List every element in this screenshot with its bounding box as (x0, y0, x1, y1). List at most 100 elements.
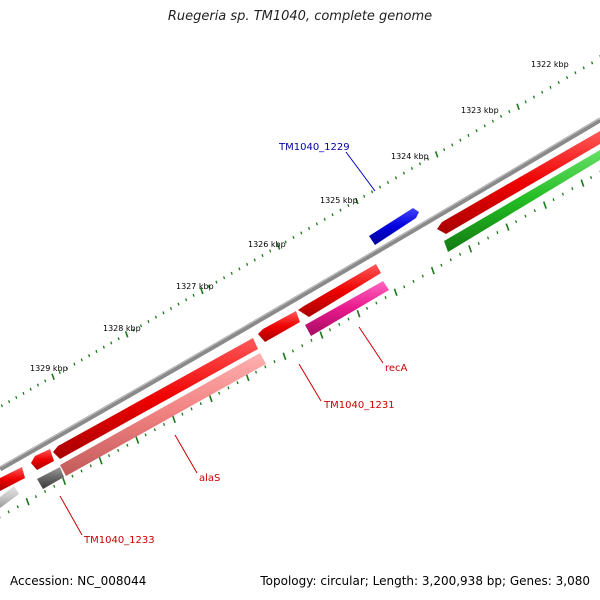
minor-tick (227, 386, 230, 390)
minor-tick (418, 162, 422, 166)
minor-tick (117, 448, 120, 452)
minor-tick (394, 176, 398, 180)
kbp-label-1327: 1327 kbp (176, 282, 214, 291)
minor-tick (449, 258, 452, 262)
minor-tick (589, 176, 593, 180)
minor-tick (533, 209, 536, 213)
minor-tick (264, 365, 267, 369)
major-tick (62, 477, 67, 486)
minor-tick (215, 280, 218, 284)
label-TM1040-1233: TM1040_1233 (83, 535, 155, 546)
minor-tick (412, 279, 415, 283)
accession-text: Accession: NC_008044 (10, 574, 147, 588)
minor-tick (238, 267, 241, 271)
minor-tick (88, 354, 91, 358)
minor-tick (371, 190, 374, 194)
minor-tick (486, 236, 490, 240)
minor-tick (162, 423, 166, 427)
minor-tick (300, 231, 303, 235)
kbp-label-1323: 1323 kbp (461, 106, 499, 115)
kbp-label-1324: 1324 kbp (391, 152, 429, 161)
minor-tick (181, 412, 184, 416)
major-tick (356, 309, 361, 318)
minor-tick (363, 194, 366, 198)
minor-tick (331, 213, 334, 217)
feature-light-gray-edge (0, 486, 19, 508)
minor-tick (269, 249, 272, 253)
minor-tick (153, 428, 156, 432)
minor-tick (254, 370, 258, 374)
label-recA: recA (385, 363, 408, 374)
minor-tick (126, 443, 129, 447)
label-alaS: alaS (199, 473, 220, 484)
minor-tick (402, 171, 406, 175)
minor-tick (80, 469, 83, 473)
inner-scale-ticks (0, 170, 600, 519)
minor-tick (571, 187, 574, 191)
minor-tick (524, 100, 527, 104)
minor-tick (73, 362, 76, 366)
major-tick (580, 179, 585, 187)
minor-tick (95, 349, 98, 353)
major-tick (245, 373, 250, 382)
major-tick (200, 287, 204, 295)
minor-tick (36, 383, 40, 387)
minor-tick (236, 381, 239, 385)
minor-tick (0, 404, 3, 408)
minor-tick (347, 204, 350, 208)
major-tick (355, 197, 359, 205)
major-tick (98, 456, 103, 465)
minor-tick (557, 80, 560, 85)
minor-tick (230, 271, 233, 275)
minor-tick (451, 143, 454, 147)
minor-tick (328, 328, 332, 332)
major-tick (430, 266, 435, 275)
minor-tick (483, 124, 486, 128)
kbp-label-1328: 1328 kbp (103, 324, 141, 333)
minor-tick (144, 433, 147, 437)
minor-tick (477, 241, 480, 245)
outer-scale-ticks (0, 55, 600, 408)
kbp-label-1325: 1325 kbp (320, 196, 358, 205)
kbp-label-1326: 1326 kbp (248, 240, 286, 249)
major-tick (516, 103, 520, 110)
leader-alaS (174, 434, 198, 474)
rna-feature-green (444, 150, 600, 252)
major-tick (505, 223, 510, 231)
minor-tick (315, 222, 318, 226)
minor-tick (7, 510, 10, 514)
major-tick (393, 288, 398, 296)
minor-tick (132, 328, 135, 332)
minor-tick (339, 208, 342, 212)
topology-text: Topology: circular; Length: 3,200,938 bp… (260, 574, 590, 588)
minor-tick (338, 322, 341, 326)
minor-tick (253, 258, 256, 262)
major-tick (468, 245, 473, 253)
gene-alaS (60, 353, 266, 476)
minor-tick (192, 293, 195, 297)
minor-tick (310, 338, 313, 342)
minor-tick (508, 110, 511, 114)
minor-tick (467, 133, 470, 137)
minor-tick (574, 71, 577, 75)
minor-tick (515, 220, 518, 224)
major-tick (319, 331, 324, 339)
minor-tick (403, 285, 406, 289)
genome-backbone-highlight (0, 117, 600, 468)
leader-recA (358, 326, 384, 364)
minor-tick (421, 274, 424, 278)
minor-tick (102, 345, 105, 349)
minor-tick (207, 285, 210, 289)
minor-tick (365, 306, 369, 310)
genome-backbone (0, 117, 600, 472)
minor-tick (185, 298, 188, 302)
major-tick (276, 243, 281, 250)
minor-tick (323, 217, 326, 221)
minor-tick (147, 319, 150, 323)
minor-tick (89, 464, 92, 468)
minor-tick (384, 296, 387, 300)
minor-tick (177, 302, 180, 306)
minor-tick (284, 240, 287, 244)
minor-tick (16, 505, 19, 509)
major-tick (25, 497, 30, 506)
